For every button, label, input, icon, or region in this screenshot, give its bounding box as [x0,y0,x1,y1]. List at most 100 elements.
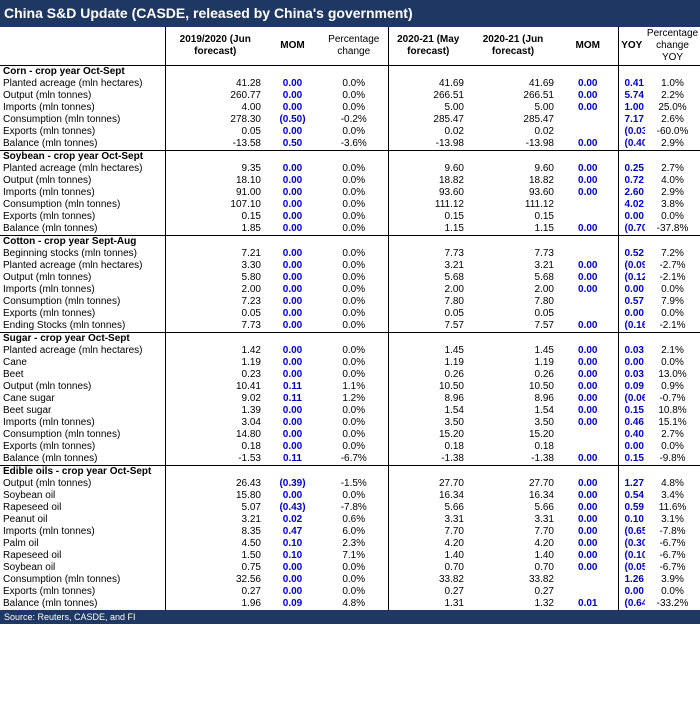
value-2020-21-may: 7.70 [387,526,468,538]
value-2020-21-jun: 1.32 [534,598,554,609]
table-row: Exports (mln tonnes) 0.27 0.00 0.0% 0.27 0.27… [0,586,700,598]
table-row: Consumption (mln tonnes) 107.10 0.00 0.0% 11… [0,199,700,211]
value-2020-21-may: 27.70 [387,478,468,490]
row-label: Output (mln tonnes) [3,90,92,101]
mom-2019-2020: 0.00 [282,126,303,137]
section-spacer [645,66,700,79]
pct-change-yoy: -2.7% [659,260,686,271]
pct-change-yoy: -7.8% [659,526,686,537]
mom-2019-2020: 0.00 [282,320,303,331]
pct-change: 0.0% [342,90,366,101]
table-row: Palm oil 4.50 0.10 2.3% 4.20 4.20 0.00 (0.30) -6… [0,538,700,550]
table-row: Output (mln tonnes) 10.41 0.11 1.1% 10.50 10.… [0,381,700,393]
mom-2020-21: 0.00 [578,393,598,404]
yoy-change: (0.06) [617,393,645,405]
mom-2020-21 [558,296,618,308]
mom-2020-21: 0.00 [578,284,598,295]
row-label: Imports (mln tonnes) [3,284,95,295]
mom-2019-2020: 0.11 [283,381,302,392]
header-yoy: YOY [617,27,645,66]
value-2020-21-jun: 0.70 [534,562,554,573]
row-label: Beet [3,369,24,380]
mom-2020-21: 0.00 [578,453,598,464]
row-label: Imports (mln tonnes) [3,526,95,537]
pct-change-yoy: -6.7% [659,550,686,561]
value-2020-21-jun: 0.18 [534,441,554,452]
mom-2019-2020: 0.00 [282,199,303,210]
sd-table: 2019/2020 (Jun forecast) MOM Percentage … [0,27,700,610]
mom-2020-21 [558,429,618,441]
value-2020-21-jun: 7.70 [534,526,554,537]
mom-2020-21: 0.00 [578,369,598,380]
value-2019-2020: 107.10 [164,199,265,211]
table-row: Planted acreage (mln hectares) 41.28 0.00 0… [0,78,700,90]
mom-2019-2020: 0.00 [282,187,303,198]
value-2020-21-may: 0.02 [387,126,468,138]
mom-2020-21: 0.00 [578,550,598,561]
value-2019-2020: 1.50 [164,550,265,562]
value-2020-21-jun: 0.27 [534,586,554,597]
value-2019-2020: 0.05 [164,126,265,138]
section-spacer [617,235,645,248]
value-2019-2020: 10.41 [164,381,265,393]
table-row: Output (mln tonnes) 5.80 0.00 0.0% 5.68 5.68 0… [0,272,700,284]
pct-change: 0.0% [342,369,366,380]
pct-change: 0.0% [342,441,366,452]
value-2020-21-jun: 5.68 [534,272,554,283]
yoy-change: 0.57 [617,296,645,308]
table-row: Exports (mln tonnes) 0.15 0.00 0.0% 0.15 0.15… [0,211,700,223]
table-row: Cane sugar 9.02 0.11 1.2% 8.96 8.96 0.00 (0.06)… [0,393,700,405]
mom-2019-2020: 0.00 [282,308,303,319]
yoy-change: 5.74 [617,90,645,102]
value-2019-2020: -13.58 [164,138,265,151]
table-row: Planted acreage (mln hectares) 3.30 0.00 0.… [0,260,700,272]
value-2020-21-may: 1.45 [387,345,468,357]
value-2020-21-jun: 1.54 [534,405,554,416]
header-row: 2019/2020 (Jun forecast) MOM Percentage … [0,27,700,66]
value-2020-21-jun: 7.57 [534,320,554,331]
value-2020-21-jun: 0.26 [534,369,554,380]
header-mom-2: MOM [558,27,618,66]
value-2020-21-may: 10.50 [387,381,468,393]
yoy-change: 0.09 [617,381,645,393]
row-label: Exports (mln tonnes) [3,126,96,137]
mom-2019-2020: 0.10 [282,538,303,549]
value-2019-2020: 0.23 [164,369,265,381]
row-label: Rapeseed oil [3,502,62,513]
pct-change: -6.7% [340,453,367,464]
value-2020-21-may: 3.50 [387,417,468,429]
value-2020-21-jun: 10.50 [528,381,554,392]
pct-change-yoy: 7.9% [661,296,684,307]
row-label: Balance (mln tonnes) [3,453,98,464]
mom-2020-21: 0.00 [578,405,598,416]
mom-2020-21 [558,114,618,126]
value-2020-21-may: -13.98 [387,138,468,151]
section-spacer [387,332,468,345]
value-2019-2020: 0.27 [164,586,265,598]
pct-change-yoy: -33.2% [656,598,689,609]
mom-2019-2020: 0.00 [282,175,303,186]
pct-change: 0.0% [342,163,366,174]
section-spacer [320,150,388,163]
pct-change: 0.0% [342,296,366,307]
value-2020-21-jun: 93.60 [528,187,554,198]
section-title: Soybean - crop year Oct-Sept [0,150,165,163]
pct-change-yoy: 15.1% [658,417,687,428]
yoy-change: 0.46 [617,417,645,429]
table-row: Imports (mln tonnes) 91.00 0.00 0.0% 93.60 93… [0,187,700,199]
section-spacer [617,150,645,163]
row-label: Exports (mln tonnes) [3,211,96,222]
pct-change-yoy: 11.6% [658,502,687,513]
row-label: Planted acreage (mln hectares) [3,78,143,89]
mom-2020-21: 0.00 [578,272,598,283]
section-spacer [617,65,645,78]
mom-2019-2020: (0.43) [279,502,306,513]
value-2020-21-jun: 3.50 [534,417,554,428]
yoy-change: 0.03 [617,345,645,357]
yoy-change: (0.09) [617,260,645,272]
yoy-change: 0.59 [617,502,645,514]
pct-change-yoy: 3.8% [661,199,684,210]
header-pct-change-yoy: Percentage change YOY [645,27,700,66]
header-item [0,27,165,66]
table-row: Cane 1.19 0.00 0.0% 1.19 1.19 0.00 0.00 0.0% [0,357,700,369]
